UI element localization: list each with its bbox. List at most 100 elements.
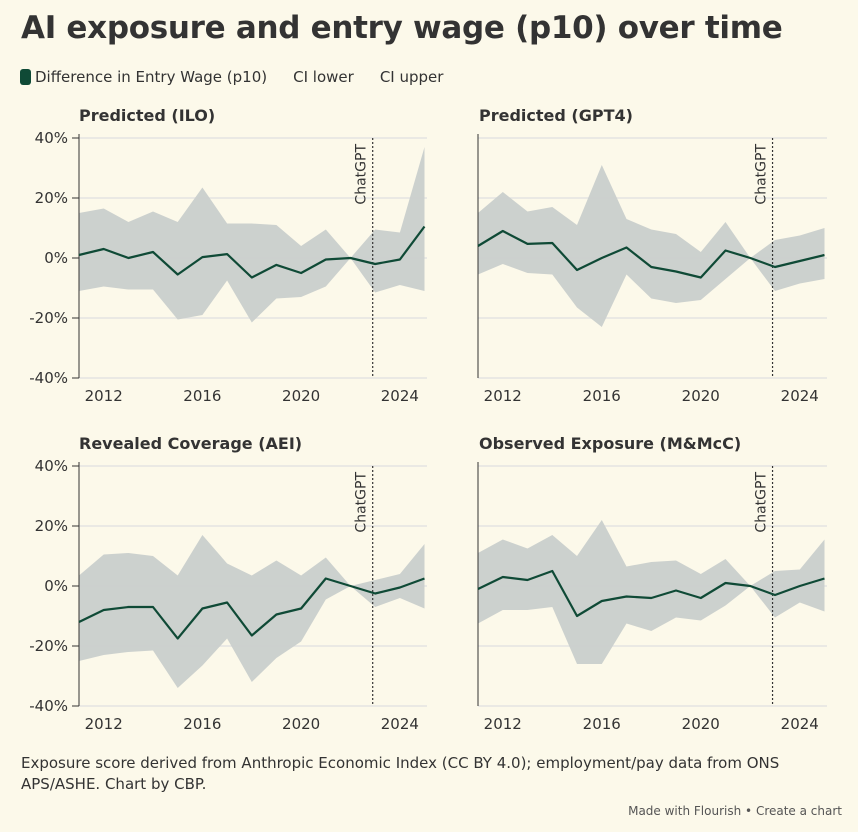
data-point [526,578,530,582]
data-point [200,607,204,611]
data-point [600,599,604,603]
data-point [773,593,777,597]
data-point [476,587,480,591]
x-tick-label: 2020 [682,387,720,405]
data-point [102,247,106,251]
panel-title-mmcc: Observed Exposure (M&McC) [479,434,742,453]
data-point [299,271,303,275]
data-point [748,584,752,588]
data-point [299,607,303,611]
data-point [200,255,204,259]
data-point [126,605,130,609]
x-tick-label: 2024 [781,715,819,733]
data-point [748,256,752,260]
data-point [324,258,328,262]
data-point [674,270,678,274]
legend-swatch [20,69,31,85]
data-point [649,596,653,600]
legend-item-ci-upper[interactable]: CI upper [380,68,444,86]
data-point [77,620,81,624]
data-point [126,256,130,260]
y-tick-label: -20% [29,637,68,655]
data-point [398,586,402,590]
y-tick-label: -20% [29,309,68,327]
data-point [798,259,802,263]
y-tick-label: 20% [35,189,68,207]
data-point [724,249,728,253]
x-tick-label: 2012 [484,387,522,405]
data-point [773,265,777,269]
x-tick-label: 2024 [781,387,819,405]
data-point [274,263,278,267]
x-tick-label: 2020 [282,715,320,733]
x-tick-label: 2020 [682,715,720,733]
create-chart-link[interactable]: Create a chart [755,804,842,818]
chatgpt-annotation-label: ChatGPT [354,144,370,205]
data-point [575,268,579,272]
ci-band [79,147,425,323]
y-tick-label: 0% [44,249,68,267]
ci-band [478,520,825,664]
data-point [798,584,802,588]
x-tick-label: 2012 [484,715,522,733]
data-point [674,589,678,593]
data-point [348,256,352,260]
data-point [550,569,554,573]
data-point [250,634,254,638]
data-point [724,581,728,585]
data-point [274,613,278,617]
ci-band [79,535,425,688]
ci-band [478,165,825,327]
data-point [225,601,229,605]
data-point [373,262,377,266]
data-point [102,608,106,612]
data-point [176,637,180,641]
data-point [699,276,703,280]
data-point [649,265,653,269]
data-point [324,577,328,581]
x-tick-label: 2024 [381,387,419,405]
data-point [823,253,827,257]
data-point [625,595,629,599]
y-tick-label: 40% [35,129,68,147]
data-point [225,252,229,256]
data-point [423,577,427,581]
data-point [250,276,254,280]
y-tick-label: 20% [35,517,68,535]
data-point [423,225,427,229]
data-point [575,614,579,618]
data-point [151,250,155,254]
legend-label: Difference in Entry Wage (p10) [35,68,268,86]
made-with-flourish-link[interactable]: Made with Flourish [628,804,742,818]
data-point [823,577,827,581]
series-line [477,229,825,279]
legend-item-ci-lower[interactable]: CI lower [293,68,354,86]
series-line [78,577,425,640]
y-tick-label: -40% [29,697,68,715]
data-point [348,584,352,588]
data-point [501,575,505,579]
x-tick-label: 2020 [282,387,320,405]
chatgpt-annotation-label: ChatGPT [354,472,370,533]
source-note: Exposure score derived from Anthropic Ec… [21,754,780,793]
data-point [176,273,180,277]
series-line [78,225,426,279]
legend-item-difference[interactable]: Difference in Entry Wage (p10) [20,68,267,86]
x-tick-label: 2016 [583,715,621,733]
x-tick-label: 2012 [85,387,123,405]
legend: Difference in Entry Wage (p10) CI lower … [20,68,469,86]
series-line [477,569,825,618]
credit-separator: • [745,804,753,818]
data-point [151,605,155,609]
x-tick-label: 2016 [183,387,221,405]
data-point [398,258,402,262]
panel-title-gpt4: Predicted (GPT4) [479,106,633,125]
data-point [77,253,81,257]
legend-label: CI upper [379,68,444,86]
chatgpt-annotation-label: ChatGPT [754,144,770,205]
chatgpt-annotation-label: ChatGPT [754,472,770,533]
data-point [550,241,554,245]
data-point [373,592,377,596]
flourish-credit: Made with Flourish • Create a chart [628,804,842,818]
